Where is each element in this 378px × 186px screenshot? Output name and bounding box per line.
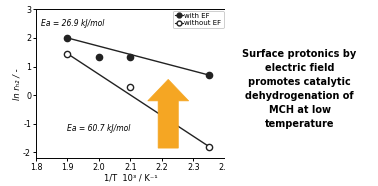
- X-axis label: 1/T  10³ / K⁻¹: 1/T 10³ / K⁻¹: [104, 173, 157, 182]
- Text: Ea = 26.9 kJ/mol: Ea = 26.9 kJ/mol: [40, 19, 104, 28]
- Legend: with EF, without EF: with EF, without EF: [172, 11, 223, 28]
- Text: Surface protonics by
electric field
promotes catalytic
dehydrogenation of
MCH at: Surface protonics by electric field prom…: [242, 49, 357, 129]
- FancyBboxPatch shape: [220, 0, 378, 186]
- Text: Ea = 60.7 kJ/mol: Ea = 60.7 kJ/mol: [67, 124, 131, 133]
- Polygon shape: [148, 79, 189, 148]
- Y-axis label: ln rₕ₂ / -: ln rₕ₂ / -: [12, 68, 22, 100]
